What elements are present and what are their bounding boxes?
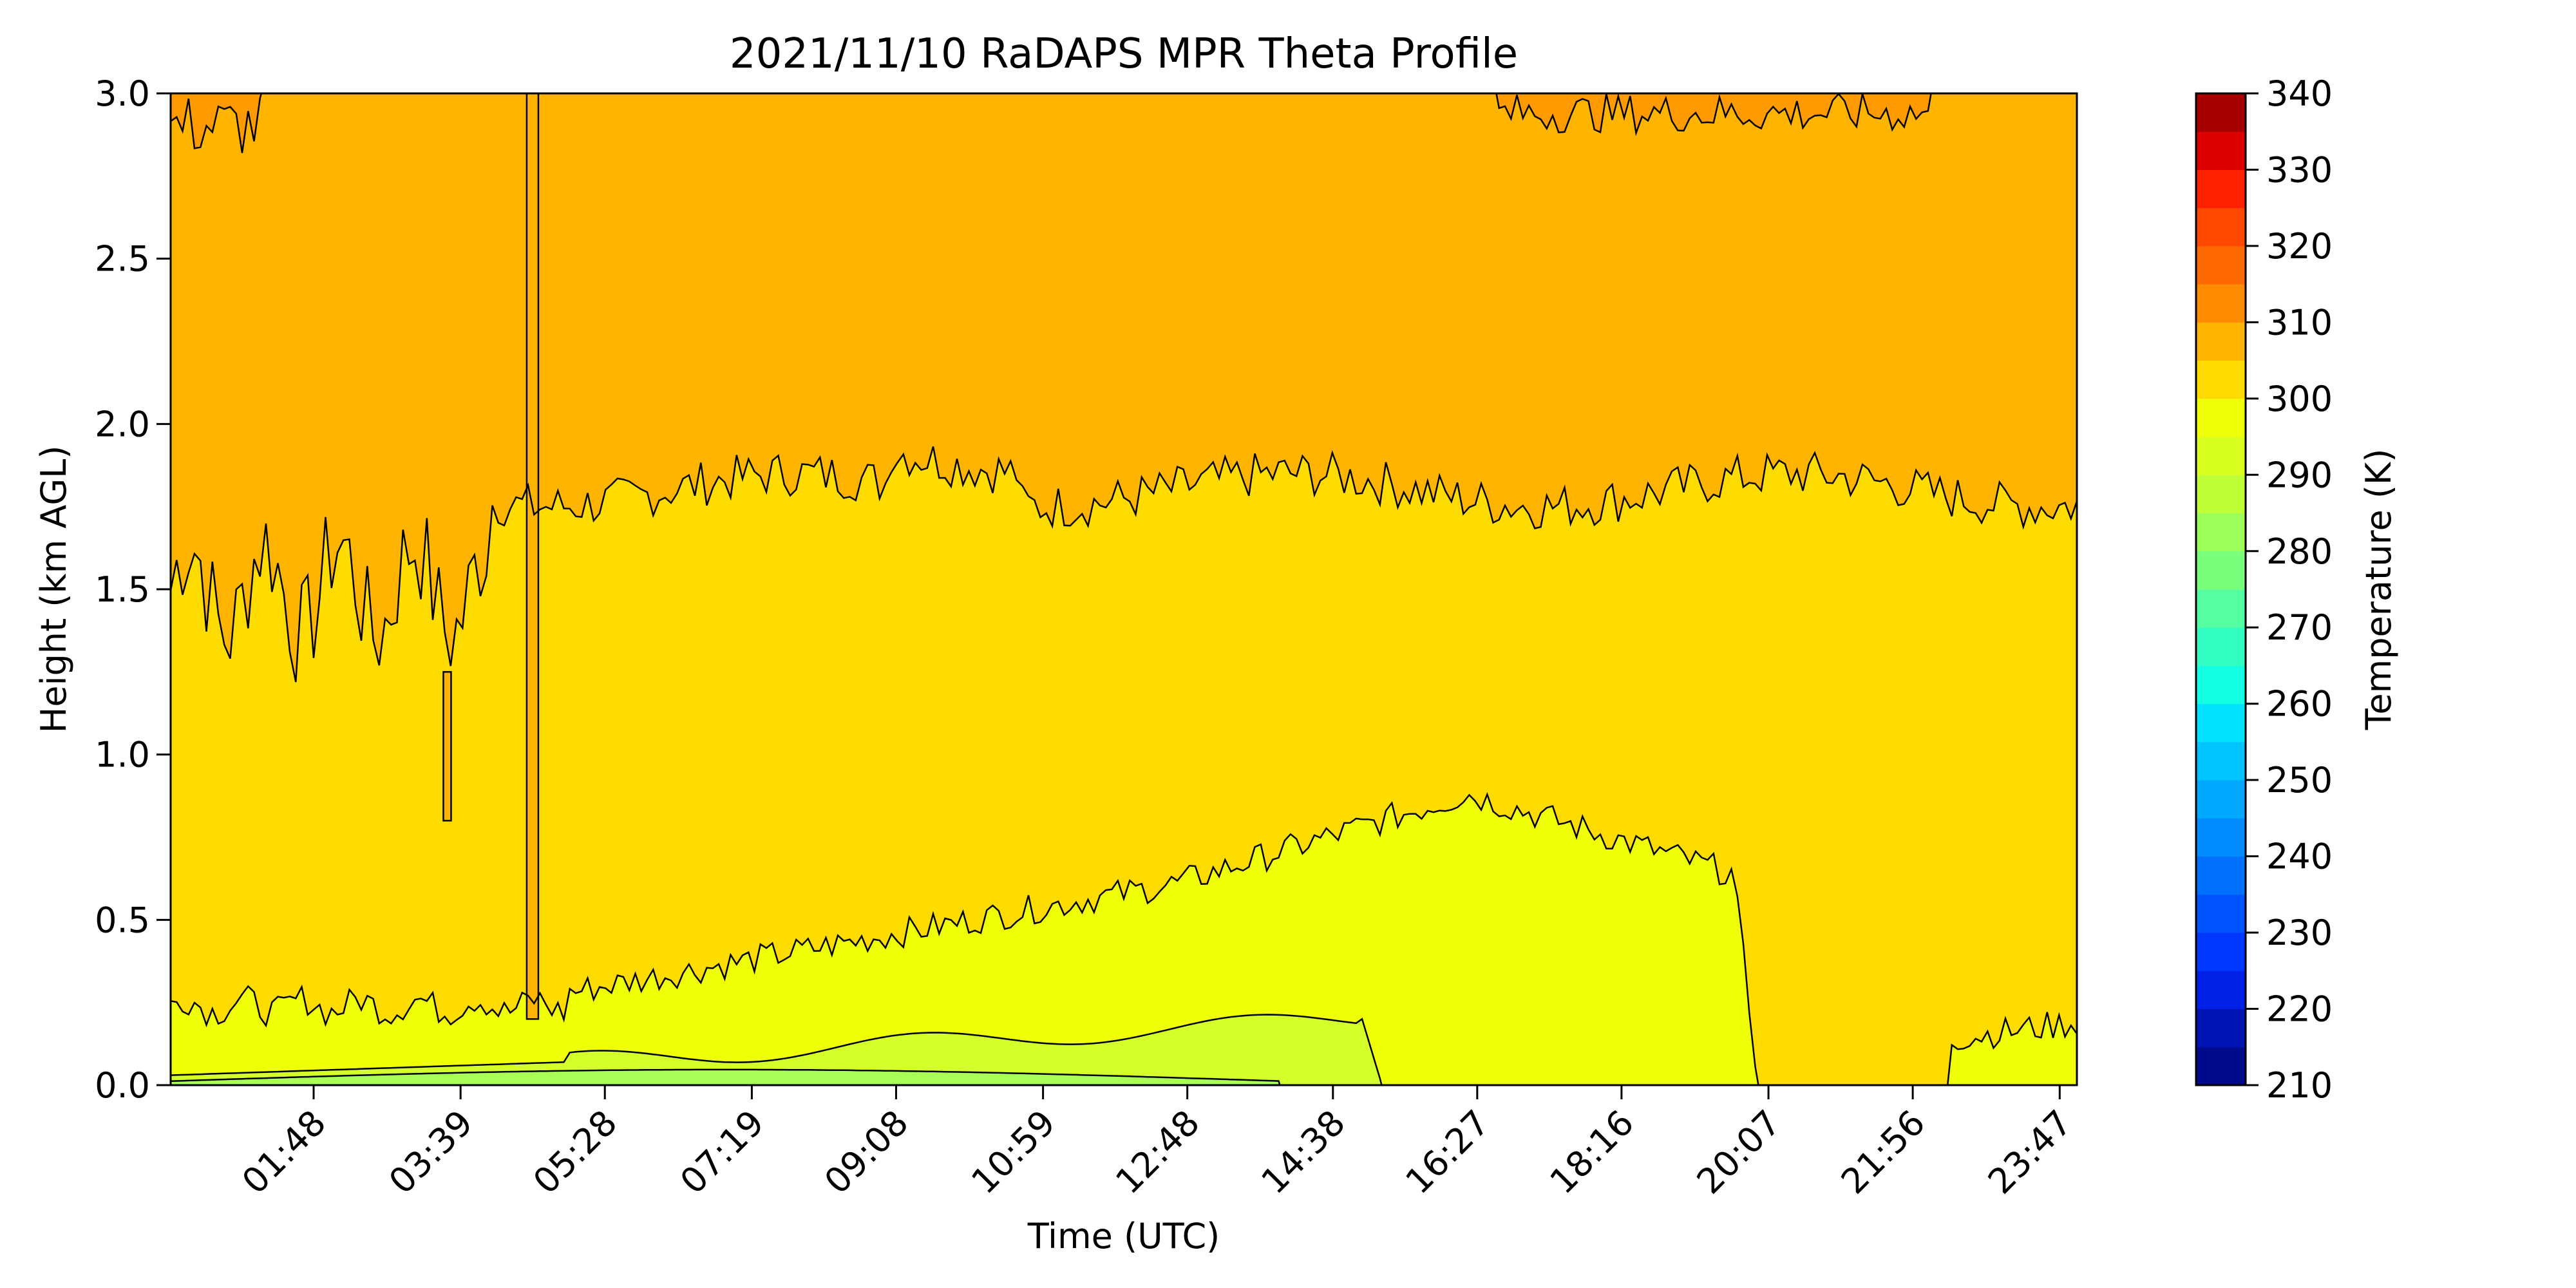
x-axis: 01:48 03:39 05:28 07:19 09:08 10:59 12:48 14:38… — [234, 1085, 2080, 1202]
colorbar-cell — [2196, 245, 2246, 285]
colorbar-label: Temperature (K) — [2358, 449, 2399, 731]
x-tick-label: 03:39 — [381, 1103, 481, 1202]
colorbar-tick-label: 240 — [2266, 837, 2333, 877]
x-tick-label: 16:27 — [1397, 1103, 1497, 1202]
contour-line-290 — [171, 1014, 1383, 1085]
colorbar-cell — [2196, 856, 2246, 895]
colorbar-tick-label: 300 — [2266, 379, 2333, 419]
x-tick-label: 10:59 — [963, 1103, 1063, 1202]
colorbar-cell — [2196, 131, 2246, 170]
colorbar-cell — [2196, 665, 2246, 705]
x-tick-label: 05:28 — [526, 1103, 625, 1202]
x-tick-label: 12:48 — [1108, 1103, 1208, 1202]
x-tick-label: 20:07 — [1689, 1103, 1789, 1202]
colorbar-cell — [2196, 971, 2246, 1010]
colorbar-cell — [2196, 93, 2246, 132]
y-tick-label: 0.5 — [95, 900, 150, 940]
y-tick-label: 1.5 — [95, 569, 150, 610]
colorbar-cell — [2196, 627, 2246, 666]
contour-line-295 — [171, 791, 2077, 1085]
band-285-290 — [171, 1014, 1382, 1085]
colorbar-cell — [2196, 513, 2246, 552]
colorbar-cell — [2196, 207, 2246, 247]
colorbar-tick-label: 220 — [2266, 989, 2333, 1030]
colorbar-cell — [2196, 1046, 2246, 1086]
colorbar-cell — [2196, 780, 2246, 819]
x-tick-label: 18:16 — [1542, 1103, 1642, 1202]
x-tick-label: 07:19 — [672, 1103, 772, 1202]
band-spike — [526, 93, 540, 1020]
x-tick-label: 21:56 — [1833, 1103, 1933, 1202]
colorbar-cell — [2196, 933, 2246, 971]
y-axis-label: Height (km AGL) — [33, 446, 74, 734]
x-tick-label: 14:38 — [1253, 1103, 1353, 1202]
x-tick-label: 09:08 — [817, 1103, 916, 1202]
colorbar-cell — [2196, 322, 2246, 361]
colorbar-tick-label: 260 — [2266, 684, 2333, 724]
colorbar-cell — [2196, 741, 2246, 781]
colorbar-tick-label: 320 — [2266, 226, 2333, 267]
colorbar-cell — [2196, 818, 2246, 857]
colorbar-tick-label: 330 — [2266, 149, 2333, 190]
colorbar-tick-label: 270 — [2266, 607, 2333, 648]
chart-title: 2021/11/10 RaDAPS MPR Theta Profile — [730, 30, 1518, 78]
colorbar-cell — [2196, 284, 2246, 323]
colorbar: 210 220 230 240 250 260 270 280 290 300 310 320 330 3… — [2195, 73, 2399, 1106]
y-tick-label: 2.0 — [95, 404, 150, 444]
colorbar-cell — [2196, 589, 2246, 628]
colorbar-tick-label: 230 — [2266, 913, 2333, 953]
colorbar-tick-label: 210 — [2266, 1065, 2333, 1106]
contour-line-300 — [171, 446, 2077, 683]
colorbar-cell — [2196, 894, 2246, 933]
x-tick-label: 01:48 — [234, 1103, 334, 1202]
y-axis: 0.0 0.5 1.0 1.5 2.0 2.5 3.0 — [95, 73, 171, 1106]
colorbar-tick-label: 250 — [2266, 760, 2333, 800]
colorbar-tick-label: 290 — [2266, 455, 2333, 495]
colorbar-cell — [2196, 475, 2246, 514]
plot-area — [169, 92, 2078, 1086]
colorbar-cell — [2196, 1009, 2246, 1048]
colorbar-cell — [2196, 703, 2246, 743]
y-tick-label: 0.0 — [95, 1065, 150, 1106]
x-tick-label: 23:47 — [1980, 1103, 2080, 1202]
colorbar-tick-label: 310 — [2266, 302, 2333, 343]
colorbar-cell — [2196, 551, 2246, 590]
colorbar-tick-label: 280 — [2266, 531, 2333, 572]
contour-line-305 — [171, 93, 1932, 153]
colorbar-frame — [2195, 92, 2247, 1086]
colorbar-tick-label: 340 — [2266, 73, 2333, 114]
y-tick-label: 3.0 — [95, 73, 150, 114]
y-tick-label: 1.0 — [95, 735, 150, 775]
colorbar-cell — [2196, 360, 2246, 399]
colorbar-cell — [2196, 169, 2246, 209]
x-axis-label: Time (UTC) — [1027, 1216, 1220, 1256]
colorbar-cell — [2196, 437, 2246, 475]
colorbar-cell — [2196, 398, 2246, 437]
band-290-295 — [171, 794, 2077, 1085]
y-tick-label: 2.5 — [95, 239, 150, 279]
contour-line-285 — [171, 1068, 1281, 1085]
band-pocket — [442, 671, 452, 822]
